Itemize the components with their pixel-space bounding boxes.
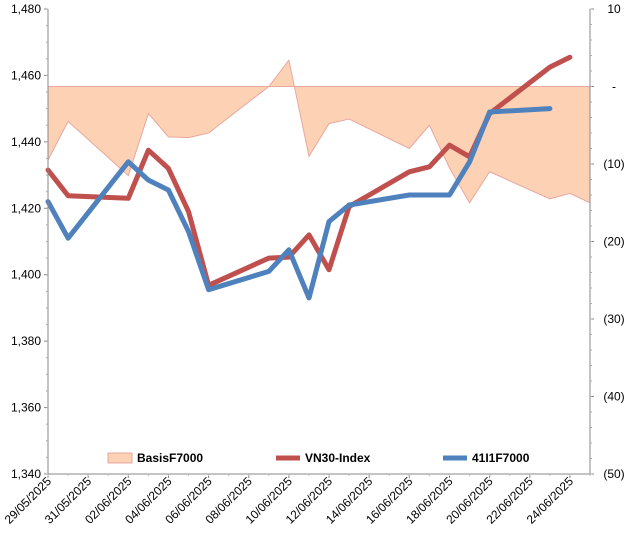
left-tick-label: 1,360 xyxy=(11,401,41,415)
legend-swatch-basisf7000 xyxy=(107,452,133,464)
series-line-41i1f7000 xyxy=(45,106,553,301)
lines-layer xyxy=(45,54,573,301)
right-tick-label: (30) xyxy=(603,312,624,326)
right-tick-label: (50) xyxy=(603,467,624,481)
basis-area-fill xyxy=(48,60,590,203)
legend-label-basisf7000: BasisF7000 xyxy=(137,451,203,465)
right-tick-label: (10) xyxy=(603,157,624,171)
left-tick-label: 1,480 xyxy=(11,2,41,16)
right-tick-label: 10 xyxy=(607,2,621,16)
legend-label-vn30-index: VN30-Index xyxy=(305,451,371,465)
basis-area-layer xyxy=(47,58,591,204)
right-tick-label: (40) xyxy=(603,390,624,404)
left-tick-label: 1,340 xyxy=(11,467,41,481)
right-tick-label: - xyxy=(612,80,616,94)
left-tick-label: 1,440 xyxy=(11,135,41,149)
left-tick-label: 1,380 xyxy=(11,334,41,348)
left-tick-label: 1,420 xyxy=(11,201,41,215)
legend: BasisF7000 VN30-Index 41I1F7000 xyxy=(107,451,530,465)
right-tick-label: (20) xyxy=(603,235,624,249)
legend-label-41i1f7000: 41I1F7000 xyxy=(472,451,530,465)
left-tick-label: 1,400 xyxy=(11,268,41,282)
left-tick-label: 1,460 xyxy=(11,68,41,82)
basis-area-outline xyxy=(47,58,591,204)
